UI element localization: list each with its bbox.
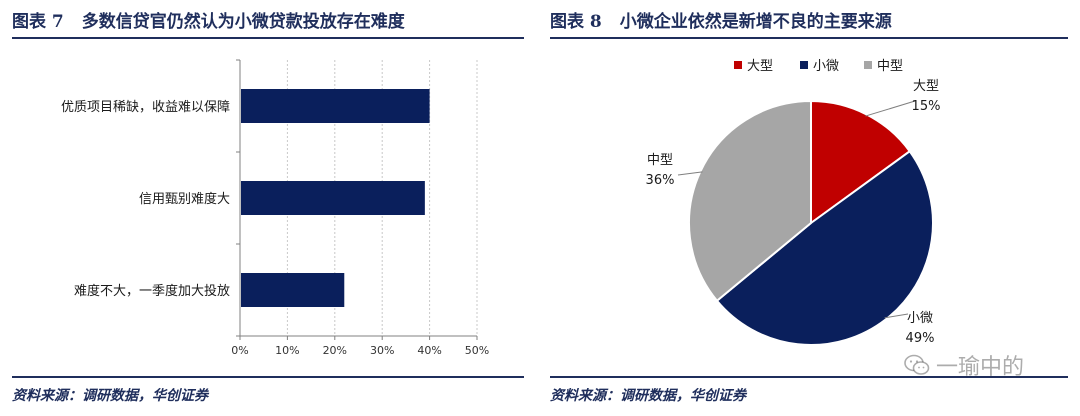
x-tick-label: 20% bbox=[323, 344, 347, 357]
figure-8-top-rule bbox=[550, 37, 1068, 39]
category-label: 信用甄别难度大 bbox=[139, 191, 230, 207]
x-tick-label: 0% bbox=[231, 344, 248, 357]
figure-8-title: 小微企业依然是新增不良的主要来源 bbox=[619, 11, 892, 32]
category-label: 难度不大，一季度加大投放 bbox=[74, 283, 230, 299]
x-tick-label: 10% bbox=[275, 344, 299, 357]
legend-swatch bbox=[734, 61, 742, 69]
figure-8-title-row: 图表 8 小微企业依然是新增不良的主要来源 bbox=[550, 4, 1068, 34]
figure-7-title-row: 图表 7 多数信贷官仍然认为小微贷款投放存在难度 bbox=[12, 4, 524, 34]
slice-name-label: 大型 bbox=[913, 79, 939, 94]
slice-value-label: 15% bbox=[912, 99, 941, 114]
bar bbox=[241, 181, 425, 215]
leader-line bbox=[677, 171, 703, 176]
category-label: 优质项目稀缺，收益难以保障 bbox=[61, 100, 230, 115]
legend-swatch bbox=[800, 61, 808, 69]
pie-slice bbox=[715, 149, 934, 346]
legend-swatch bbox=[864, 61, 872, 69]
watermark: 一瑜中的 bbox=[904, 350, 1054, 380]
bar-chart: 0% 10% 20% 30% 40% 50% 优质项目稀缺，收益难以保障信用甄别难度大难度不… bbox=[61, 59, 489, 357]
x-tick-label: 50% bbox=[465, 344, 489, 357]
leader-line bbox=[884, 313, 909, 319]
figure-7-title: 多数信贷官仍然认为小微贷款投放存在难度 bbox=[81, 11, 405, 32]
figure-8-number: 图表 8 bbox=[550, 11, 602, 32]
legend-label: 大型 bbox=[747, 59, 773, 74]
leader-line bbox=[865, 100, 916, 117]
x-tick-label: 30% bbox=[370, 344, 394, 357]
figure-7-source: 资料来源：调研数据，华创证券 bbox=[12, 388, 208, 404]
bar bbox=[241, 89, 430, 123]
figure-8-bottom-rule bbox=[550, 376, 1068, 378]
slice-value-label: 36% bbox=[646, 173, 675, 188]
pie-slice bbox=[688, 99, 812, 303]
wechat-icon bbox=[904, 354, 930, 375]
slice-name-label: 中型 bbox=[647, 153, 673, 168]
slice-name-label: 小微 bbox=[907, 311, 933, 326]
slice-value-label: 49% bbox=[906, 331, 935, 346]
figure-7-bottom-rule bbox=[12, 376, 524, 378]
figure-8-source: 资料来源：调研数据，华创证券 bbox=[550, 388, 746, 404]
x-tick-label: 40% bbox=[417, 344, 441, 357]
figure-7-number: 图表 7 bbox=[12, 11, 64, 32]
bar bbox=[241, 273, 345, 307]
figure-7-top-rule bbox=[12, 37, 524, 39]
figure-7-panel: 图表 7 多数信贷官仍然认为小微贷款投放存在难度 0% 10% 20% 30% 40% 5… bbox=[12, 0, 524, 416]
pie-slice bbox=[810, 99, 912, 225]
watermark-text: 一瑜中的 bbox=[936, 355, 1025, 380]
figure-8-panel: 图表 8 小微企业依然是新增不良的主要来源 大型 小微 中型 大型 15% 小微 49% 中型… bbox=[550, 0, 1068, 416]
legend-label: 中型 bbox=[877, 59, 903, 74]
legend-label: 小微 bbox=[813, 59, 839, 74]
